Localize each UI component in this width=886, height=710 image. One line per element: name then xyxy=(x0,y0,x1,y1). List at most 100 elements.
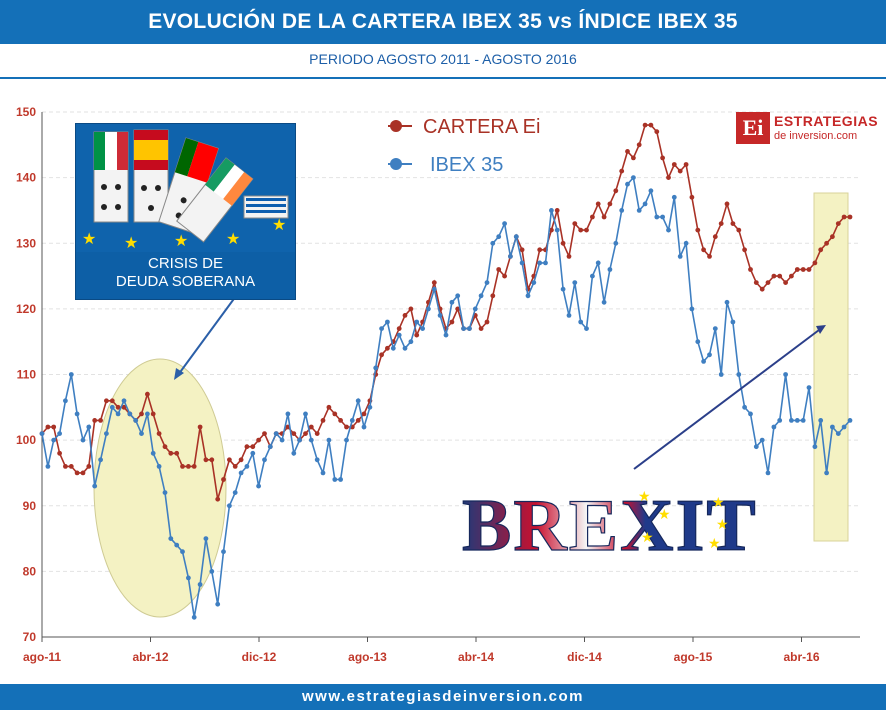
data-point-0 xyxy=(783,280,788,285)
data-point-1 xyxy=(584,326,589,331)
data-point-1 xyxy=(818,418,824,423)
chart-subtitle: PERIODO AGOSTO 2011 - AGOSTO 2016 xyxy=(309,51,577,67)
data-point-0 xyxy=(244,444,250,450)
data-point-1 xyxy=(631,175,636,180)
data-point-1 xyxy=(431,286,437,292)
data-point-0 xyxy=(104,398,109,404)
data-point-1 xyxy=(771,424,777,430)
data-point-0 xyxy=(718,221,724,227)
data-point-1 xyxy=(519,260,525,266)
data-point-1 xyxy=(642,201,648,207)
data-point-1 xyxy=(437,313,443,318)
data-point-1 xyxy=(543,260,548,266)
svg-text:★: ★ xyxy=(226,229,240,248)
data-point-1 xyxy=(162,490,168,495)
data-point-1 xyxy=(496,234,502,240)
data-point-1 xyxy=(461,326,466,331)
data-point-1 xyxy=(180,549,185,555)
data-point-1 xyxy=(449,299,455,305)
data-point-0 xyxy=(601,214,607,220)
x-tick-label: ago-11 xyxy=(23,650,61,664)
data-point-0 xyxy=(63,464,68,469)
data-point-1 xyxy=(314,457,320,463)
svg-text:★: ★ xyxy=(716,517,729,533)
data-point-1 xyxy=(730,319,736,325)
data-point-0 xyxy=(636,142,642,148)
data-point-1 xyxy=(800,418,806,423)
data-point-1 xyxy=(320,470,326,476)
crisis-arrowhead xyxy=(174,368,184,380)
data-point-1 xyxy=(86,424,92,430)
data-point-0 xyxy=(765,280,771,285)
data-point-1 xyxy=(765,470,771,476)
data-point-0 xyxy=(191,464,197,469)
data-point-0 xyxy=(841,214,847,220)
data-point-0 xyxy=(689,194,695,200)
data-point-1 xyxy=(490,240,496,246)
y-tick-label: 140 xyxy=(16,171,36,185)
legend-ibex: IBEX 35 xyxy=(430,154,503,176)
data-point-0 xyxy=(578,227,584,233)
crisis-highlight xyxy=(93,358,227,618)
data-point-1 xyxy=(385,319,390,325)
data-point-1 xyxy=(841,424,847,430)
data-point-1 xyxy=(613,240,619,246)
data-point-0 xyxy=(80,470,86,476)
data-point-0 xyxy=(361,411,367,417)
data-point-1 xyxy=(150,450,156,456)
data-point-0 xyxy=(490,293,496,299)
data-point-1 xyxy=(472,306,478,312)
data-point-1 xyxy=(291,450,297,456)
data-point-0 xyxy=(759,286,765,292)
data-point-1 xyxy=(525,293,531,299)
data-point-0 xyxy=(431,280,437,285)
data-point-0 xyxy=(800,267,806,272)
crisis-panel: ★ ★ ★ ★ ★ CRISIS DE DEUDA SOBERANA xyxy=(75,123,296,300)
data-point-1 xyxy=(666,227,671,233)
data-point-0 xyxy=(695,227,701,233)
data-point-1 xyxy=(115,411,121,417)
data-point-0 xyxy=(68,464,74,469)
data-point-1 xyxy=(121,398,127,404)
data-point-0 xyxy=(631,155,636,161)
data-point-0 xyxy=(455,306,461,312)
x-axis-labels: ago-11 abr-12 dic-12 ago-13 abr-14 dic-14 ago-… xyxy=(23,650,820,664)
data-point-1 xyxy=(677,254,683,259)
data-point-0 xyxy=(730,221,736,227)
data-point-0 xyxy=(753,280,759,285)
data-point-0 xyxy=(338,418,343,423)
footer-url[interactable]: www.estrategiasdeinversion.com xyxy=(0,684,886,710)
data-point-1 xyxy=(256,483,261,489)
data-point-1 xyxy=(203,536,209,541)
data-point-1 xyxy=(607,267,613,272)
data-point-0 xyxy=(344,424,349,430)
data-point-1 xyxy=(349,418,355,423)
legend-cartera: CARTERA Ei xyxy=(423,116,540,138)
data-point-0 xyxy=(613,188,619,194)
data-point-0 xyxy=(707,254,712,259)
data-point-0 xyxy=(408,306,414,312)
data-point-1 xyxy=(285,411,291,417)
chart-title: EVOLUCIÓN DE LA CARTERA IBEX 35 vs ÍNDIC… xyxy=(148,10,738,33)
data-point-0 xyxy=(303,431,308,436)
data-point-1 xyxy=(279,437,285,443)
data-point-0 xyxy=(121,404,127,410)
data-point-0 xyxy=(712,234,718,240)
data-point-1 xyxy=(326,437,332,443)
data-point-0 xyxy=(666,175,671,180)
data-point-1 xyxy=(373,365,379,371)
data-point-1 xyxy=(420,326,425,331)
data-point-0 xyxy=(115,404,121,410)
data-point-1 xyxy=(267,444,273,450)
brexit-highlight xyxy=(813,192,849,542)
data-point-0 xyxy=(502,273,507,279)
axes xyxy=(41,112,860,642)
data-point-1 xyxy=(595,260,601,266)
data-point-1 xyxy=(806,385,812,390)
data-point-0 xyxy=(847,214,853,220)
data-point-0 xyxy=(139,411,144,417)
data-point-1 xyxy=(742,404,747,410)
data-point-1 xyxy=(478,293,484,299)
data-point-0 xyxy=(736,227,742,233)
data-point-0 xyxy=(396,326,402,331)
